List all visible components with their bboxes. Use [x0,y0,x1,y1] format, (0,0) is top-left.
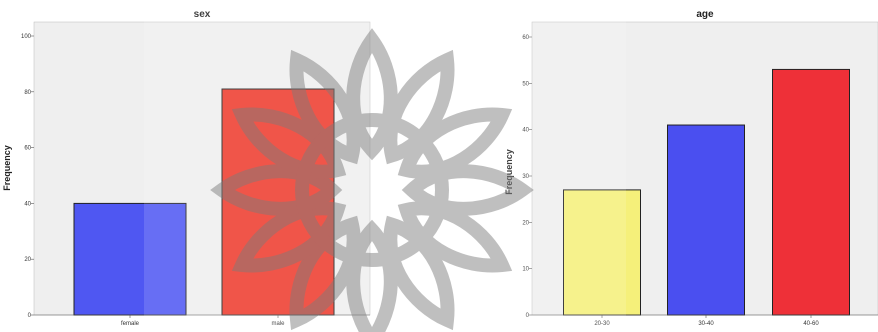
bar-40-60 [772,68,850,316]
bar-30-40 [667,124,745,316]
x-tick-label-female: female [121,321,140,327]
bar-20-30 [563,189,641,316]
y-ticks-age: 0 10 20 30 40 50 60 [522,35,532,319]
y-tick-label: 0 [28,313,32,319]
y-tick-label: 20 [522,220,529,226]
y-tick-label: 60 [24,146,31,152]
y-tick-label: 60 [522,35,529,41]
y-tick-label: 0 [526,313,530,319]
chart-title-sex: sex [194,9,211,20]
x-tick-label-20-30: 20-30 [594,321,610,327]
bars-age [532,68,878,316]
x-tick-label-40-60: 40-60 [803,321,819,327]
y-tick-label: 50 [522,81,529,87]
y-tick-label: 10 [522,267,529,273]
y-ticks-sex: 0 20 40 60 80 100 [21,34,34,319]
y-tick-label: 80 [24,90,31,96]
x-tick-labels-sex: female male [121,315,285,327]
ornament-ring [295,113,449,267]
x-tick-label-male: male [271,321,285,327]
chart-title-age: age [696,9,714,20]
bar-female [73,202,187,316]
x-tick-labels-age: 20-30 30-40 40-60 [594,315,819,327]
y-tick-label: 40 [24,201,31,207]
y-tick-label: 20 [24,257,31,263]
y-tick-label: 100 [21,34,32,40]
ornament-watermark [144,0,626,332]
y-tick-label: 30 [522,174,529,180]
chart-age: age Frequency 0 10 20 30 40 50 60 20-30 30-40 40… [504,9,878,327]
y-axis-label-age: Frequency [504,149,514,195]
x-tick-label-30-40: 30-40 [698,321,714,327]
y-axis-label-sex: Frequency [2,145,12,191]
y-tick-label: 40 [522,128,529,134]
